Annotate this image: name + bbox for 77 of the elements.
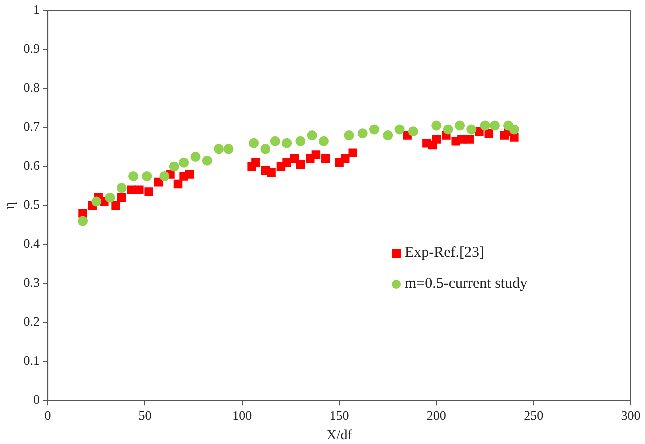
point	[358, 128, 368, 139]
point	[78, 209, 88, 218]
point	[290, 154, 300, 164]
y-tick-label: 0.9	[24, 41, 40, 56]
point	[394, 124, 405, 135]
point	[160, 171, 170, 182]
point	[127, 186, 136, 194]
point	[490, 120, 500, 131]
point	[202, 156, 212, 166]
point	[190, 152, 201, 162]
x-tick-label: 150	[330, 408, 350, 423]
legend-label: Exp-Ref.[23]	[404, 244, 486, 262]
y-tick-label: 1	[34, 2, 40, 18]
point	[270, 136, 280, 146]
y-tick-label: 0.2	[24, 314, 40, 330]
point	[312, 150, 321, 160]
y-tick-label: 0.8	[24, 80, 40, 96]
point	[466, 124, 477, 135]
point	[224, 144, 234, 154]
point	[116, 183, 127, 194]
point	[144, 188, 154, 196]
point	[282, 158, 292, 168]
point	[249, 138, 260, 148]
point	[480, 120, 490, 131]
point	[92, 196, 102, 207]
point	[282, 138, 292, 148]
x-tick-label: 50	[138, 408, 152, 423]
point	[510, 133, 519, 142]
y-tick-label: 0.6	[24, 158, 41, 174]
point	[465, 135, 474, 144]
point	[383, 130, 394, 141]
point	[252, 158, 260, 168]
point	[432, 135, 442, 144]
point	[214, 144, 224, 154]
point	[432, 120, 442, 131]
point	[340, 154, 350, 164]
legend-label: m=0.5-current study	[404, 276, 528, 293]
point	[509, 124, 520, 135]
point	[112, 201, 120, 210]
y-tick-label: 0.4	[24, 236, 41, 252]
point	[307, 130, 318, 141]
y-axis-title: η	[3, 202, 18, 210]
point	[344, 130, 354, 141]
point	[267, 168, 276, 177]
point	[322, 154, 330, 164]
y-tick-label: 0.3	[24, 275, 40, 290]
x-tick-label: 250	[524, 408, 544, 423]
point	[118, 194, 126, 202]
point	[443, 124, 454, 135]
point	[105, 192, 116, 203]
point	[484, 129, 494, 138]
point	[260, 144, 271, 154]
x-tick-label: 300	[621, 408, 641, 423]
point	[142, 171, 152, 182]
point	[408, 126, 418, 137]
point	[169, 162, 180, 172]
point	[128, 171, 139, 182]
point	[348, 148, 358, 158]
point	[174, 180, 183, 189]
x-tick-label: 100	[232, 408, 252, 423]
point	[318, 136, 329, 146]
point	[458, 135, 466, 144]
point	[78, 216, 88, 226]
x-tick-label: 0	[44, 408, 52, 423]
point	[186, 170, 194, 179]
point	[370, 124, 380, 135]
y-tick-label: 0.5	[24, 197, 40, 212]
x-tick-label: 200	[426, 408, 446, 423]
point	[296, 160, 306, 170]
y-tick-label: 0	[34, 392, 40, 408]
y-tick-label: 0.7	[24, 119, 41, 134]
point	[296, 136, 306, 146]
point	[179, 158, 190, 168]
y-tick-label: 0.1	[24, 353, 40, 368]
x-axis-title: X/df	[326, 428, 353, 444]
point	[134, 186, 144, 194]
point	[455, 120, 465, 131]
